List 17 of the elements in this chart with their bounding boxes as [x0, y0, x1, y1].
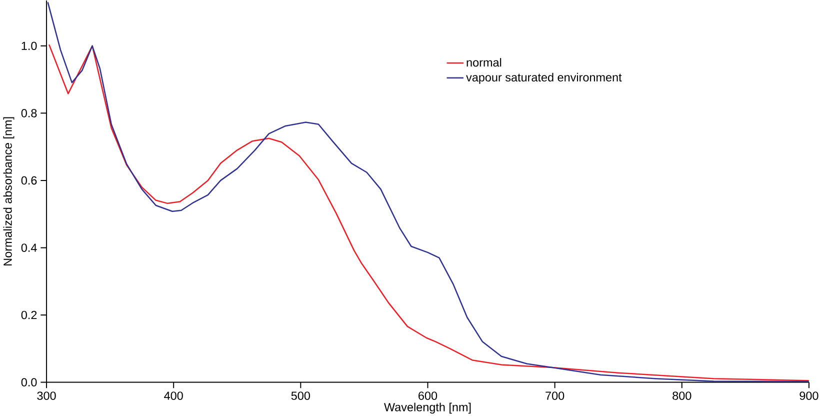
- y-tick-label: 0.2: [21, 310, 37, 320]
- legend-label: normal: [466, 58, 502, 67]
- y-tick-label: 0.0: [21, 378, 37, 386]
- y-axis-title: Normalized absorbance [nm]: [3, 117, 14, 266]
- legend-label: vapour saturated environment: [466, 72, 622, 84]
- y-tick-label: 0.6: [21, 176, 37, 185]
- y-tick-label: 0.4: [21, 244, 37, 252]
- x-tick-label: 300: [37, 392, 56, 400]
- x-tick-label: 900: [800, 392, 818, 400]
- x-tick-label: 400: [164, 392, 183, 400]
- x-tick-label: 600: [418, 392, 438, 400]
- y-tick-label: 1.0: [22, 42, 37, 50]
- x-tick-label: 800: [672, 392, 692, 400]
- y-tick-label: 0.8: [21, 109, 37, 118]
- x-tick-label: 500: [291, 392, 310, 400]
- x-axis-title: Wavelength [nm]: [384, 402, 471, 414]
- x-tick-label: 700: [546, 392, 564, 400]
